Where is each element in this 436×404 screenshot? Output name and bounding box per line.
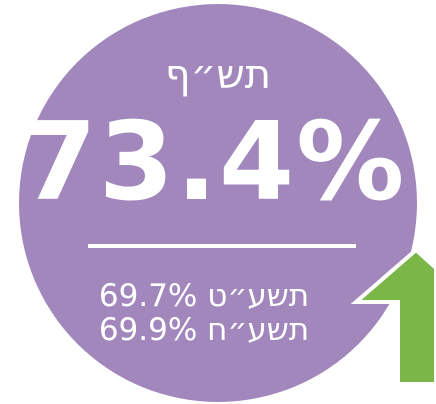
main-value: 73.4% [21, 100, 407, 225]
circle [19, 4, 417, 402]
divider [88, 244, 356, 248]
year-label: תש״ף [165, 52, 271, 98]
up-arrow [350, 247, 436, 386]
comparison: תשע״ח 69.9% [98, 312, 310, 348]
comparison: תשע״ט 69.7% [98, 278, 310, 314]
